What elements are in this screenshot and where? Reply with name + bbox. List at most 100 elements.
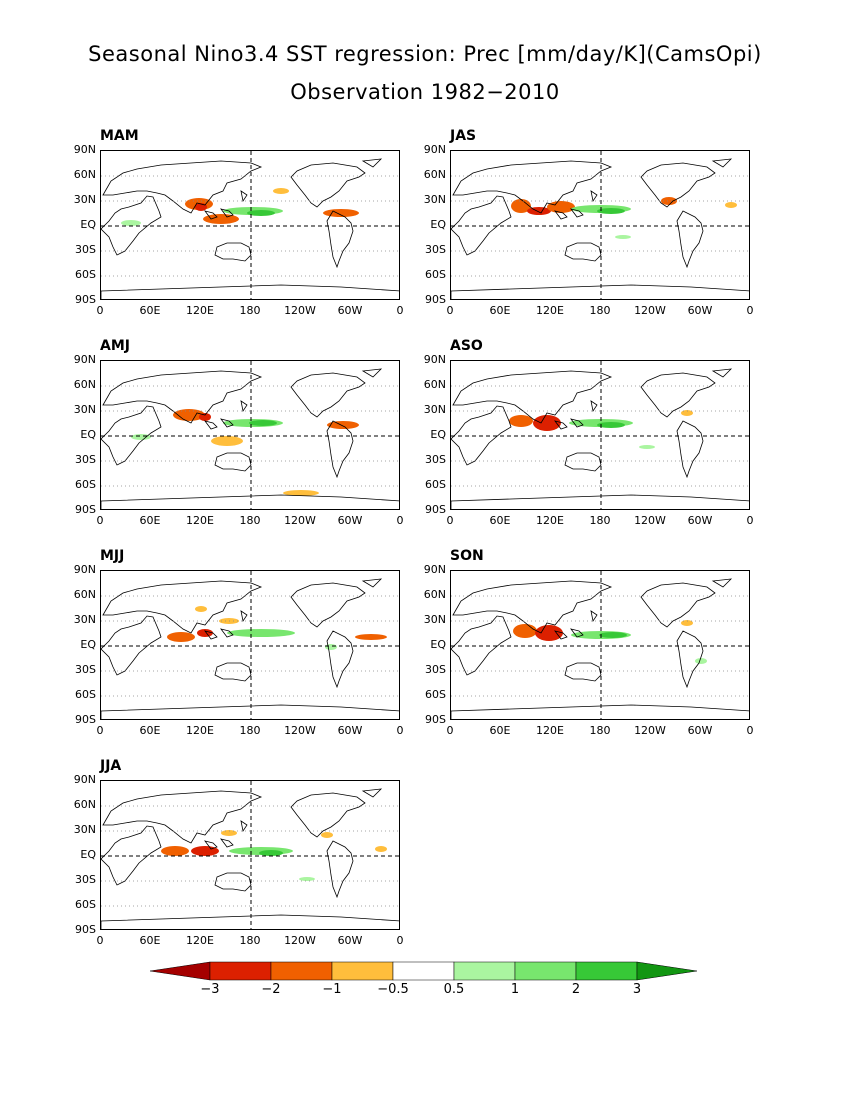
x-tick-label: 0 [396, 724, 404, 737]
x-tick-label: 120E [186, 514, 214, 527]
colorbar-swatch [453, 961, 516, 981]
coastline [590, 190, 598, 203]
y-tick-label: 30N [423, 613, 446, 626]
precip-anomaly-blob [599, 632, 627, 638]
coastline [101, 825, 162, 886]
coastline [326, 420, 354, 479]
coastline [102, 160, 263, 214]
map-panel-son: SON 90N 60N 30N EQ 30S 60S 90S 0 60E 120E 180 120W 6… [424, 548, 810, 770]
coastline [590, 610, 598, 623]
x-tick-label: 0 [746, 304, 754, 317]
coastline [570, 628, 584, 638]
coastline [214, 242, 252, 262]
precip-anomaly-blob [681, 620, 693, 626]
colorbar-label: −2 [261, 982, 281, 997]
colorbar-swatch [392, 961, 455, 981]
y-tick-label: 30S [75, 663, 96, 676]
coastline [220, 838, 234, 848]
coastline [101, 704, 399, 719]
precip-map [101, 571, 399, 719]
y-tick-label: EQ [80, 428, 96, 441]
precip-anomaly-blob [547, 201, 575, 213]
x-tick-label: 120W [284, 934, 316, 947]
x-tick-label: 60W [337, 724, 363, 737]
x-tick-label: 180 [239, 724, 261, 737]
x-tick-label: 180 [589, 304, 611, 317]
y-tick-label: 30N [73, 403, 96, 416]
precip-anomaly-blob [211, 436, 243, 446]
x-tick-label: 60E [139, 724, 161, 737]
coastline [290, 582, 366, 628]
colorbar: −3 −2 −1 −0.5 0.5 1 2 3 [149, 960, 700, 1000]
coastline [451, 284, 749, 299]
coastline [101, 494, 399, 509]
precip-anomaly-blob [597, 208, 625, 214]
coastline [214, 662, 252, 682]
coastline [204, 420, 218, 430]
colorbar-swatches [149, 961, 698, 981]
precip-anomaly-blob [639, 445, 655, 449]
y-tick-label: 30S [425, 243, 446, 256]
y-tick-label: 90S [75, 503, 96, 516]
precip-anomaly-blob [681, 410, 693, 416]
y-tick-label: 90N [73, 143, 96, 156]
y-tick-label: 30N [73, 613, 96, 626]
x-tick-label: 60W [337, 934, 363, 947]
x-tick-label: 180 [589, 514, 611, 527]
y-tick-label: 60S [425, 478, 446, 491]
coastline [711, 158, 733, 168]
precip-anomaly-blob [121, 220, 141, 226]
colorbar-label: −0.5 [377, 982, 409, 997]
coastline [564, 662, 602, 682]
coastline [451, 494, 749, 509]
y-tick-label: EQ [430, 428, 446, 441]
x-tick-label: 0 [396, 304, 404, 317]
x-tick-label: 120W [634, 724, 666, 737]
y-tick-label: 30S [75, 453, 96, 466]
x-tick-label: 0 [446, 304, 454, 317]
precip-map [101, 151, 399, 299]
y-tick-label: 60N [423, 378, 446, 391]
coastline [361, 368, 383, 378]
map-plot-area [450, 360, 750, 510]
precip-anomaly-blob [509, 415, 533, 427]
coastline [451, 405, 512, 466]
coastline [326, 840, 354, 899]
x-tick-label: 0 [96, 724, 104, 737]
coastline [290, 162, 366, 208]
colorbar-label: 0.5 [443, 982, 465, 997]
panel-label: ASO [450, 338, 483, 354]
y-tick-label: 90N [73, 773, 96, 786]
panel-label: JJA [100, 758, 122, 774]
x-tick-label: 60E [139, 514, 161, 527]
precip-anomaly-blob [513, 624, 537, 638]
colorbar-swatch [209, 961, 272, 981]
y-tick-label: 60N [73, 798, 96, 811]
precip-map [101, 781, 399, 929]
x-tick-label: 0 [96, 934, 104, 947]
coastline [554, 210, 568, 220]
colorbar-label: 3 [632, 982, 642, 997]
coastline [676, 420, 704, 479]
colorbar-swatch [331, 961, 394, 981]
x-tick-label: 0 [396, 514, 404, 527]
x-tick-label: 60E [139, 934, 161, 947]
x-tick-label: 180 [239, 304, 261, 317]
coastline [204, 840, 218, 850]
y-tick-label: EQ [80, 848, 96, 861]
precip-anomaly-blob [327, 421, 359, 429]
colorbar-label: 1 [510, 982, 520, 997]
colorbar-label: −1 [322, 982, 342, 997]
x-tick-label: 120W [634, 514, 666, 527]
y-tick-label: 90S [75, 713, 96, 726]
precip-anomaly-blob [375, 846, 387, 852]
coastline [452, 160, 613, 214]
y-tick-label: EQ [80, 638, 96, 651]
x-tick-label: 60E [139, 304, 161, 317]
precip-anomaly-blob [173, 409, 205, 421]
x-tick-label: 120E [536, 304, 564, 317]
coastline [204, 210, 218, 220]
x-tick-label: 180 [239, 934, 261, 947]
y-tick-label: 30N [423, 403, 446, 416]
y-tick-label: 60S [75, 898, 96, 911]
